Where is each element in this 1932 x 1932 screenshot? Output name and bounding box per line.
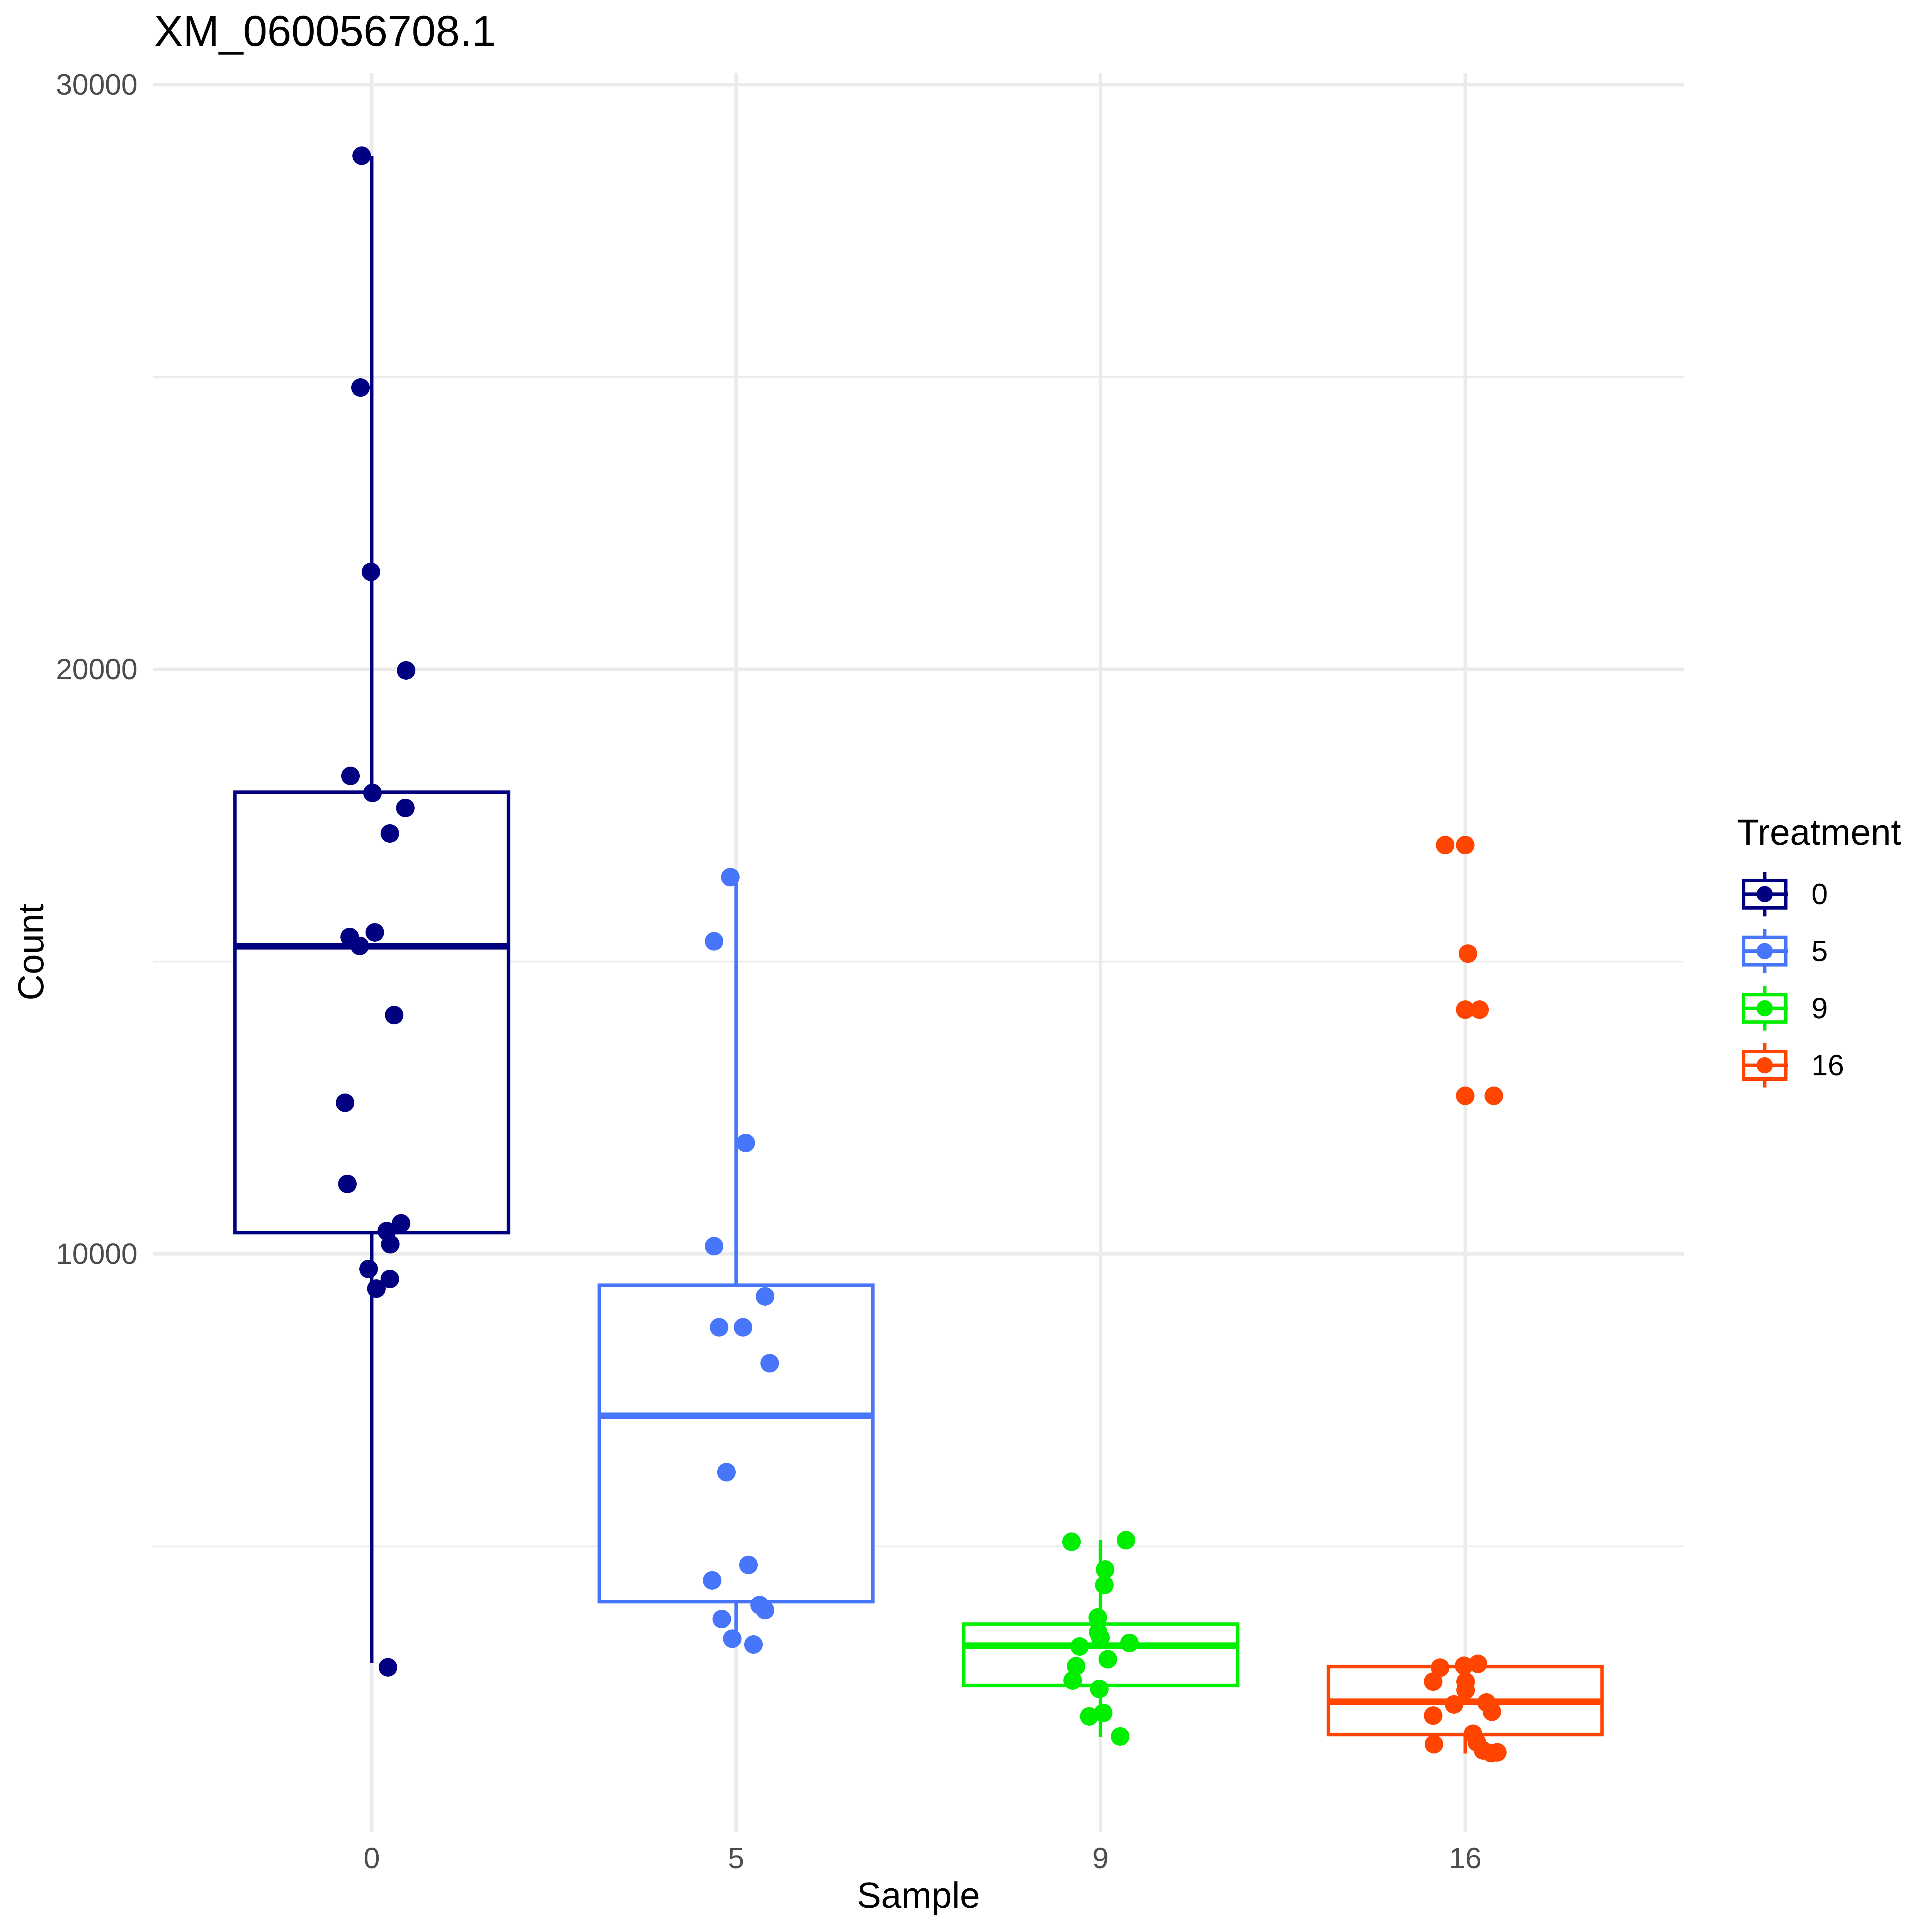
svg-text:0: 0 — [364, 1842, 380, 1875]
svg-text:16: 16 — [1811, 1049, 1844, 1082]
svg-text:5: 5 — [728, 1842, 744, 1875]
svg-text:Treatment: Treatment — [1737, 812, 1901, 852]
svg-text:9: 9 — [1811, 992, 1828, 1025]
svg-text:XM_060056708.1: XM_060056708.1 — [154, 7, 496, 55]
svg-text:5: 5 — [1811, 935, 1828, 968]
svg-text:Count: Count — [10, 904, 51, 1001]
svg-text:10000: 10000 — [56, 1238, 138, 1270]
svg-text:30000: 30000 — [56, 68, 138, 101]
svg-text:20000: 20000 — [56, 653, 138, 686]
svg-text:0: 0 — [1811, 878, 1828, 911]
svg-text:9: 9 — [1092, 1842, 1109, 1875]
svg-text:Sample: Sample — [857, 1875, 980, 1915]
svg-text:16: 16 — [1449, 1842, 1482, 1875]
